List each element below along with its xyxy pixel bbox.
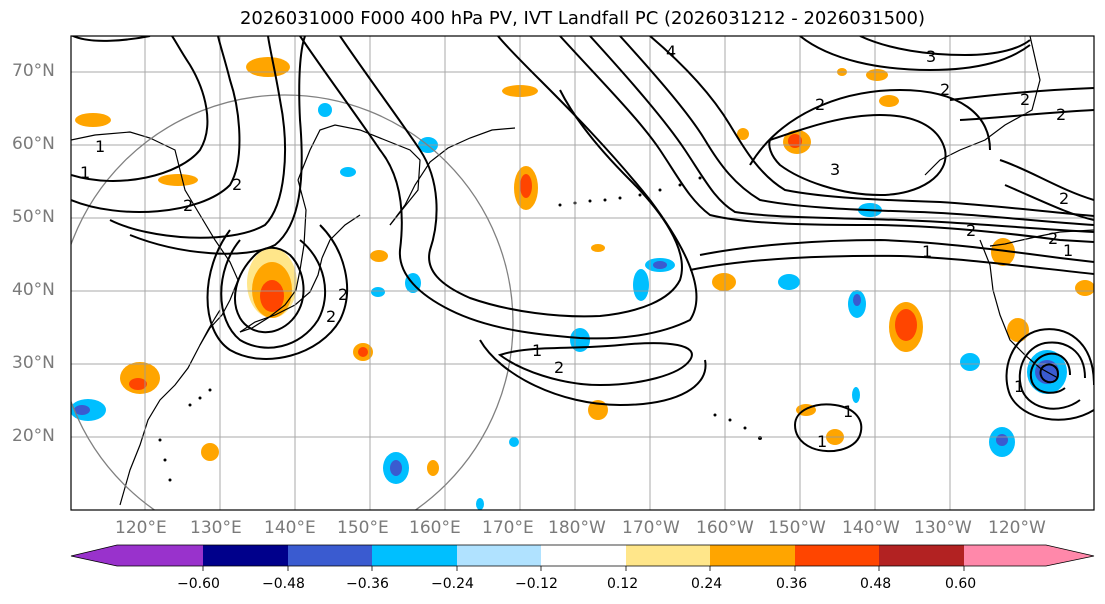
map-frame [70, 35, 1095, 511]
colorbar-segment [288, 545, 372, 566]
colorbar-segment [710, 545, 795, 566]
lon-label: 150°W [768, 518, 826, 538]
ivt-contours [71, 36, 1094, 453]
colorbar-tick-label: −0.12 [515, 576, 558, 592]
lat-label: 40°N [12, 280, 55, 300]
lon-label: 120°W [988, 518, 1046, 538]
contour-label: 2 [1056, 105, 1066, 124]
colorbar [70, 544, 1095, 571]
lon-label: 150°E [337, 518, 389, 538]
lat-label: 70°N [12, 61, 55, 81]
island-chains [158, 176, 762, 482]
contour-label: 2 [1020, 90, 1030, 109]
colorbar-segment [457, 545, 541, 566]
colorbar-segment [541, 545, 626, 566]
contour-label: 2 [815, 95, 825, 114]
lon-label: 170°E [482, 518, 534, 538]
lon-label: 120°E [115, 518, 167, 538]
contour-label: 1 [95, 137, 105, 156]
colorbar-tick-label: −0.36 [346, 576, 389, 592]
contour-label: 2 [232, 175, 242, 194]
lat-label: 30°N [12, 353, 55, 373]
contour-label: 2 [183, 196, 193, 215]
contour-label: 1 [817, 432, 827, 451]
lon-label: 170°W [622, 518, 680, 538]
contour-label: 4 [666, 42, 676, 61]
contour-label: 2 [554, 358, 564, 377]
lon-label: 130°E [190, 518, 242, 538]
lon-label: 180°W [548, 518, 606, 538]
colorbar-segment [203, 545, 288, 566]
colorbar-tick-label: −0.24 [431, 576, 474, 592]
colorbar-segment [964, 545, 1046, 566]
contour-labels: 2 1 2 1 2 2 1 1 2 1 2 2 4 3 2 3 2 2 2 2 … [80, 42, 1073, 451]
contour-label: 2 [940, 80, 950, 99]
lon-label: 130°W [914, 518, 972, 538]
contour-label: 2 [326, 307, 336, 326]
contour-label: 1 [922, 242, 932, 261]
lat-label: 50°N [12, 207, 55, 227]
pv-positive-shading [75, 57, 1094, 476]
contour-label: 2 [1048, 229, 1058, 248]
lon-label: 160°E [409, 518, 461, 538]
figure-title: 2026031000 F000 400 hPa PV, IVT Landfall… [239, 8, 926, 29]
contour-label: 2 [1059, 189, 1069, 208]
colorbar-segment [795, 545, 879, 566]
lat-label: 60°N [12, 134, 55, 154]
lon-label: 140°E [264, 518, 316, 538]
colorbar-segment [879, 545, 964, 566]
colorbar-tick-label: 0.60 [945, 576, 977, 592]
contour-label: 2 [338, 285, 348, 304]
colorbar-segment [626, 545, 710, 566]
graticule [71, 36, 1094, 510]
colorbar-segment [117, 545, 203, 566]
contour-label: 3 [830, 160, 840, 179]
contour-label: 1 [843, 402, 853, 421]
colorbar-segment [372, 545, 457, 566]
colorbar-tick-label: 0.36 [776, 576, 808, 592]
colorbar-tick-label: −0.48 [262, 576, 305, 592]
contour-label: 2 [966, 221, 976, 240]
contour-label: 1 [1014, 377, 1024, 396]
lat-label: 20°N [12, 426, 55, 446]
colorbar-tick-label: −0.60 [177, 576, 220, 592]
colorbar-extend-high [1046, 545, 1094, 566]
lon-label: 160°W [696, 518, 754, 538]
contour-label: 3 [926, 47, 936, 66]
colorbar-outline [70, 544, 1095, 567]
contour-label: 1 [1063, 241, 1073, 260]
colorbar-extend-low [71, 545, 117, 566]
colorbar-tick-label: 0.12 [607, 576, 639, 592]
contour-label: 1 [80, 163, 90, 182]
contour-label: 1 [532, 341, 542, 360]
lon-label: 140°W [842, 518, 900, 538]
colorbar-tick-label: 0.24 [691, 576, 723, 592]
colorbar-tick-label: 0.48 [860, 576, 892, 592]
landfall-radius-circle [71, 94, 514, 510]
